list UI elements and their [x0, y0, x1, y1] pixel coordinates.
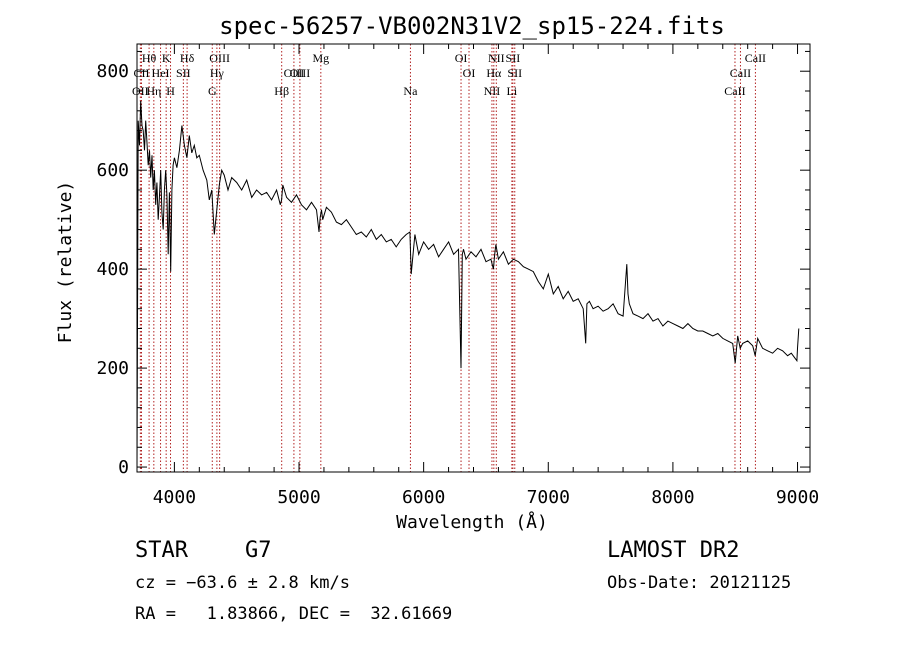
- spectrum-line: [136, 100, 800, 468]
- line-label-21: Hα: [486, 66, 502, 80]
- survey-name: LAMOST DR2: [607, 538, 740, 563]
- line-label-19: NII: [484, 84, 501, 98]
- y-tick-label: 600: [96, 160, 129, 181]
- y-axis-ticks: 0 200 400 600 800: [96, 50, 810, 478]
- x-axis-ticks: 4000 5000 6000 7000 8000 9000: [153, 44, 819, 508]
- ra-dec-coordinates: RA = 1.83866, DEC = 32.61669: [135, 604, 453, 624]
- line-label-2: CII: [133, 66, 149, 80]
- emission-line-markers: [139, 44, 756, 472]
- plot-frame: [136, 43, 811, 473]
- line-label-23: SII: [507, 66, 522, 80]
- line-label-7: SII: [176, 66, 191, 80]
- line-label-10: Hγ: [210, 66, 225, 80]
- line-label-9: OIII: [209, 51, 230, 65]
- line-label-24: Li: [507, 84, 518, 98]
- line-label-15: Mg: [312, 51, 329, 65]
- x-tick-label: 4000: [153, 487, 196, 508]
- y-tick-label: 200: [96, 358, 129, 379]
- observation-date: Obs-Date: 20121125: [607, 573, 792, 593]
- chart-title: spec-56257-VB002N31V2_sp15-224.fits: [219, 12, 725, 40]
- y-tick-label: 0: [118, 457, 129, 478]
- x-tick-label: 6000: [402, 487, 445, 508]
- line-label-14: OIII: [290, 66, 311, 80]
- line-label-16: Na: [403, 84, 418, 98]
- line-label-22: SII: [506, 51, 521, 65]
- line-label-20: NII: [488, 51, 505, 65]
- line-label-11: G: [208, 84, 217, 98]
- x-tick-label: 7000: [527, 487, 570, 508]
- line-label-6: H: [166, 84, 175, 98]
- line-label-5: K: [162, 51, 171, 65]
- line-label-13: OIII: [284, 66, 305, 80]
- line-label-27: CaII: [745, 51, 766, 65]
- line-label-3: HeI: [152, 66, 170, 80]
- redshift-cz: cz = −63.6 ± 2.8 km/s: [135, 573, 350, 593]
- line-label-25: CaII: [724, 84, 745, 98]
- line-label-17: OI: [455, 51, 468, 65]
- y-tick-label: 400: [96, 259, 129, 280]
- spectral-subclass: G7: [245, 538, 272, 563]
- line-label-8: Hδ: [180, 51, 195, 65]
- x-axis-label: Wavelength (Å): [396, 511, 548, 533]
- x-tick-label: 8000: [651, 487, 694, 508]
- line-label-26: CaII: [730, 66, 751, 80]
- line-label-18: OI: [463, 66, 476, 80]
- y-axis-label: Flux (relative): [55, 181, 76, 344]
- x-tick-label: 5000: [277, 487, 320, 508]
- x-tick-label: 9000: [776, 487, 819, 508]
- y-tick-label: 800: [96, 61, 129, 82]
- line-label-4: Hη: [146, 84, 161, 98]
- object-class: STAR: [135, 538, 188, 563]
- line-label-12: Hβ: [274, 84, 289, 98]
- line-label-0: Hθ: [142, 51, 157, 65]
